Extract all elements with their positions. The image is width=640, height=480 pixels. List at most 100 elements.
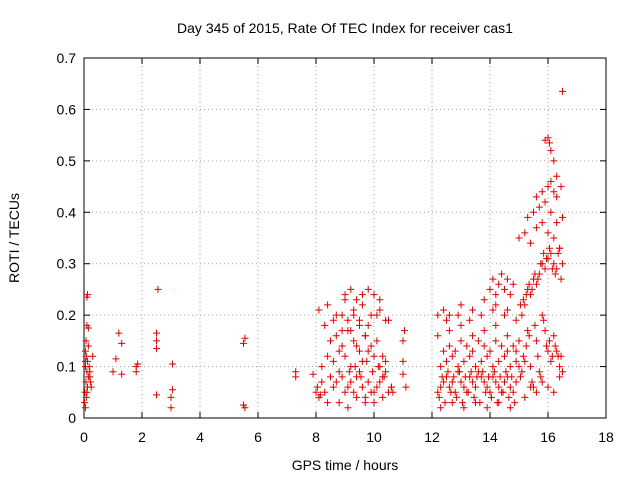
data-point [503,347,511,355]
data-point [553,172,561,180]
data-point [480,342,488,350]
data-point [537,373,545,381]
data-point [535,368,543,376]
data-point [515,337,523,345]
data-point [86,378,94,386]
data-point [399,357,407,365]
data-point [154,285,162,293]
data-point [499,388,507,396]
data-point [402,383,410,391]
data-point [387,383,395,391]
data-point [309,370,317,378]
data-point [532,280,540,288]
data-point [445,311,453,319]
data-point [492,321,500,329]
data-point [312,388,320,396]
data-point [344,404,352,412]
data-point [367,311,375,319]
data-point [440,306,448,314]
data-point [559,368,566,376]
data-point [470,393,478,401]
data-point [448,352,456,360]
data-point [557,183,565,191]
y-tick-label: 0.5 [57,153,77,169]
data-point [498,342,506,350]
data-point [321,321,329,329]
data-point [485,373,493,381]
data-point [466,316,474,324]
data-point [324,301,332,309]
data-point [450,373,458,381]
data-point [521,229,529,237]
data-point [341,388,349,396]
data-point [327,373,334,381]
data-point [338,327,346,335]
data-point [332,311,340,319]
data-point [496,373,504,381]
data-point [351,363,359,371]
data-point [530,208,537,216]
data-point [469,347,477,355]
data-point [472,383,479,391]
data-point [338,373,346,381]
data-point [456,368,464,376]
data-point [82,393,90,401]
data-point [553,347,561,355]
data-point [502,368,510,376]
data-point [461,373,469,381]
data-point [544,183,552,191]
data-point [399,337,407,345]
data-point [503,332,511,340]
data-point [153,337,160,345]
data-point [327,337,334,345]
data-point [344,383,352,391]
data-point [83,293,91,301]
x-tick-label: 8 [312,429,320,445]
data-point [434,311,442,319]
data-point [492,291,500,299]
data-point [469,306,477,314]
data-point [538,311,546,319]
data-point [350,388,358,396]
data-point [440,347,448,355]
data-point [382,357,390,365]
data-point [361,399,369,407]
data-point [448,378,456,386]
data-point [316,391,324,399]
data-point [382,368,390,376]
data-point [167,393,175,401]
data-point [541,198,549,206]
data-point [557,275,565,283]
x-tick-label: 14 [482,429,498,445]
data-point [84,324,92,332]
data-point [483,383,491,391]
data-point [474,337,482,345]
data-point [445,342,453,350]
data-point [559,87,566,95]
data-point [341,291,349,299]
data-point [480,378,488,386]
data-point [538,378,546,386]
data-point [506,291,514,299]
data-point [329,357,337,365]
data-point [241,334,249,342]
data-point [548,265,556,273]
data-point [515,234,523,242]
data-point [480,296,488,304]
data-point [358,301,366,309]
data-point [81,399,89,407]
data-point [486,347,494,355]
data-point [447,388,455,396]
data-point [347,285,355,293]
grid-lines [84,58,606,418]
data-point [545,244,553,252]
y-tick-label: 0.7 [57,50,77,66]
data-point [477,311,485,319]
y-tick-label: 0 [68,410,76,426]
data-point [440,378,448,386]
data-point [84,342,92,350]
data-point [373,383,381,391]
data-point [557,352,565,360]
data-point [527,239,535,247]
data-point [501,285,508,293]
